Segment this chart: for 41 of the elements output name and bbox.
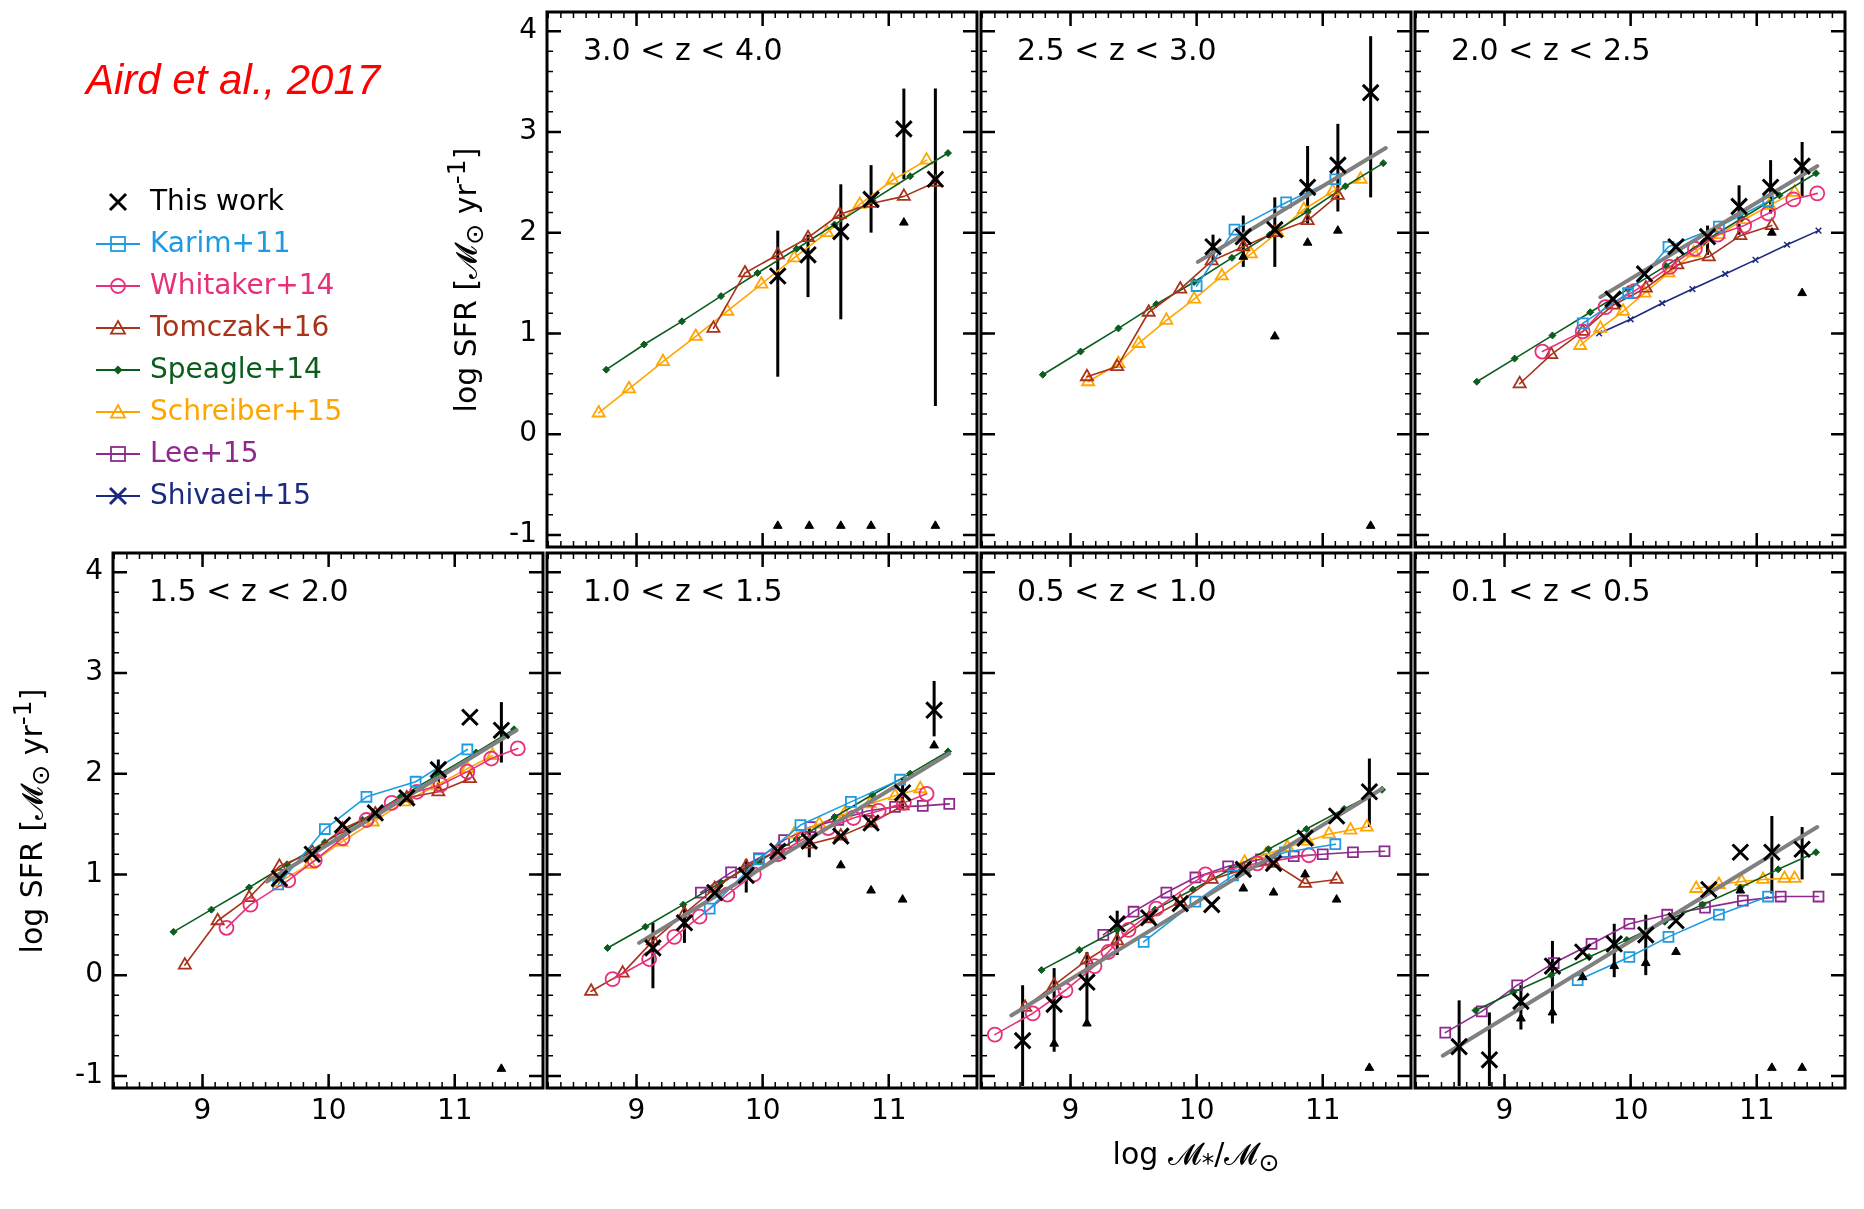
legend-label: Shivaei+15	[150, 478, 312, 511]
y-tick-label: 4	[85, 553, 103, 587]
x-tick-label: 10	[1178, 1093, 1215, 1127]
y-tick-label: 1	[519, 314, 537, 348]
legend-label: Tomczak+16	[150, 310, 330, 343]
y-tick-label: 0	[519, 415, 537, 449]
y-tick-label: 0	[85, 956, 103, 990]
y-tick-label: 2	[519, 213, 537, 247]
x-tick-label: 9	[1061, 1093, 1080, 1127]
x-tick-label: 10	[744, 1093, 781, 1127]
x-tick-label: 9	[193, 1093, 212, 1127]
text: 1.5 < z < 2.0	[149, 573, 349, 608]
x-tick-label: 9	[1495, 1093, 1514, 1127]
x-axis-title: log 𝓜$_{*}$/𝓜$_{⊙}$	[1112, 1136, 1280, 1177]
legend-label: Lee+15	[150, 436, 259, 469]
x-tick-label: 11	[1738, 1093, 1775, 1127]
x-tick-label: 10	[1612, 1093, 1649, 1127]
x-tick-label: 11	[436, 1093, 473, 1127]
text: 0.5 < z < 1.0	[1017, 573, 1217, 608]
legend-label: This work	[150, 184, 284, 217]
text: 0.1 < z < 0.5	[1451, 573, 1651, 608]
y-tick-label: 4	[519, 12, 537, 46]
legend-label: Karim+11	[150, 226, 291, 259]
legend-label: Schreiber+15	[150, 394, 343, 427]
x-tick-label: 11	[870, 1093, 907, 1127]
y-tick-label: 3	[85, 654, 103, 688]
legend-label: Speagle+14	[150, 352, 322, 385]
y-tick-label: -1	[75, 1057, 103, 1091]
text: 1.0 < z < 1.5	[583, 573, 783, 608]
text: 2.5 < z < 3.0	[1017, 32, 1217, 67]
text: 3.0 < z < 4.0	[583, 32, 783, 67]
x-tick-label: 11	[1304, 1093, 1341, 1127]
x-tick-label: 10	[310, 1093, 347, 1127]
y-tick-label: -1	[509, 516, 537, 550]
y-tick-label: 1	[85, 855, 103, 889]
text: 2.0 < z < 2.5	[1451, 32, 1651, 67]
text: Aird et al., 2017	[86, 56, 381, 104]
y-tick-label: 2	[85, 754, 103, 788]
y-tick-label: 3	[519, 113, 537, 147]
x-tick-label: 9	[627, 1093, 646, 1127]
legend-label: Whitaker+14	[150, 268, 335, 301]
